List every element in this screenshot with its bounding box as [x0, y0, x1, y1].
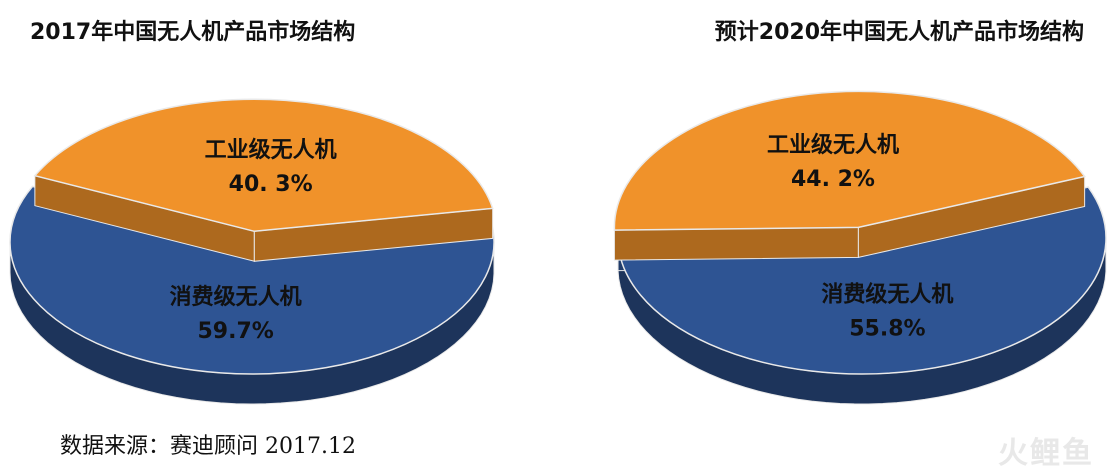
slice-category-label: 工业级无人机: [767, 132, 899, 158]
chart-title-2020: 预计2020年中国无人机产品市场结构: [714, 20, 1084, 45]
pie-slice-wall: [613, 226, 859, 261]
slice-category-label: 工业级无人机: [205, 137, 337, 163]
pie-chart-2017: 消费级无人机 59.7% 工业级无人机 40. 3%: [9, 98, 495, 405]
pie-chart-2020: 消费级无人机 55.8% 工业级无人机 44. 2%: [613, 90, 1107, 405]
chart-title-2017: 2017年中国无人机产品市场结构: [30, 20, 356, 45]
slice-value-label: 55.8%: [849, 316, 925, 341]
pie-slice-top: [613, 90, 1086, 231]
pie-slice-top: [33, 98, 494, 233]
slice-category-label: 消费级无人机: [170, 284, 302, 310]
slice-value-label: 40. 3%: [229, 172, 313, 197]
slice-value-label: 59.7%: [197, 319, 273, 344]
slice-category-label: 消费级无人机: [821, 281, 953, 307]
pie-slice-top: [617, 186, 1107, 375]
pie-slice-group: 工业级无人机 44. 2%: [613, 90, 1086, 261]
data-source-note: 数据来源：赛迪顾问 2017.12: [60, 434, 356, 459]
slice-value-label: 44. 2%: [791, 167, 875, 192]
pie-slice-group: 工业级无人机 40. 3%: [33, 98, 494, 262]
watermark-logo: 火鲤鱼: [998, 436, 1094, 471]
